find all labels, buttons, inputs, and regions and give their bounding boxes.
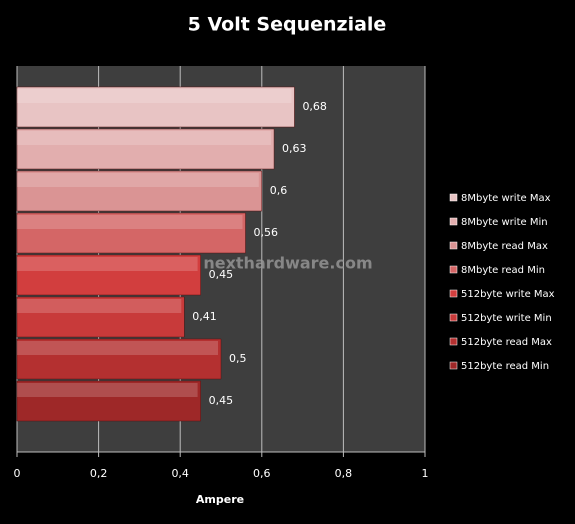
legend-swatch	[449, 241, 458, 250]
x-axis-label: Ampere	[196, 493, 244, 506]
x-tick-label: 0,4	[171, 467, 189, 480]
bar-highlight	[17, 173, 259, 187]
value-label: 0,45	[209, 394, 234, 407]
legend-label: 512byte write Min	[461, 313, 552, 324]
bar	[16, 338, 222, 380]
bar-highlight	[17, 89, 292, 103]
bar-highlight	[17, 383, 198, 397]
value-label: 0,68	[302, 100, 327, 113]
legend-swatch	[449, 217, 458, 226]
bar	[16, 380, 201, 422]
value-label: 0,6	[270, 184, 288, 197]
watermark: nexthardware.com	[203, 254, 372, 273]
legend-label: 8Mbyte read Min	[461, 265, 545, 276]
bar-highlight	[17, 215, 243, 229]
legend-label: 8Mbyte write Min	[461, 217, 548, 228]
bar	[16, 128, 275, 170]
bar-highlight	[17, 299, 182, 313]
bar	[16, 86, 295, 128]
value-label: 0,5	[229, 352, 247, 365]
legend-label: 512byte read Max	[461, 337, 552, 348]
legend-label: 8Mbyte read Max	[461, 241, 548, 252]
legend-swatch	[449, 361, 458, 370]
value-label: 0,63	[282, 142, 307, 155]
x-tick-label: 0,2	[90, 467, 108, 480]
value-label: 0,41	[192, 310, 217, 323]
bar-highlight	[17, 131, 272, 145]
legend-label: 512byte read Min	[461, 361, 549, 372]
value-label: 0,56	[253, 226, 277, 239]
legend-swatch	[449, 265, 458, 274]
bar-highlight	[17, 257, 198, 271]
bar	[16, 296, 185, 338]
x-tick-label: 0,8	[335, 467, 353, 480]
bar	[16, 212, 246, 254]
bar	[16, 170, 263, 212]
legend-swatch	[449, 289, 458, 298]
chart-title: 5 Volt Sequenziale	[188, 14, 387, 36]
legend-swatch	[449, 193, 458, 202]
x-tick-label: 1	[422, 467, 429, 480]
value-label: 0,45	[209, 268, 234, 281]
legend-label: 8Mbyte write Max	[461, 193, 551, 204]
x-tick-label: 0	[14, 467, 21, 480]
legend-swatch	[449, 337, 458, 346]
legend-swatch	[449, 313, 458, 322]
x-tick-label: 0,6	[253, 467, 271, 480]
bar-highlight	[17, 341, 218, 355]
legend-label: 512byte write Max	[461, 289, 555, 300]
bar	[16, 254, 201, 296]
